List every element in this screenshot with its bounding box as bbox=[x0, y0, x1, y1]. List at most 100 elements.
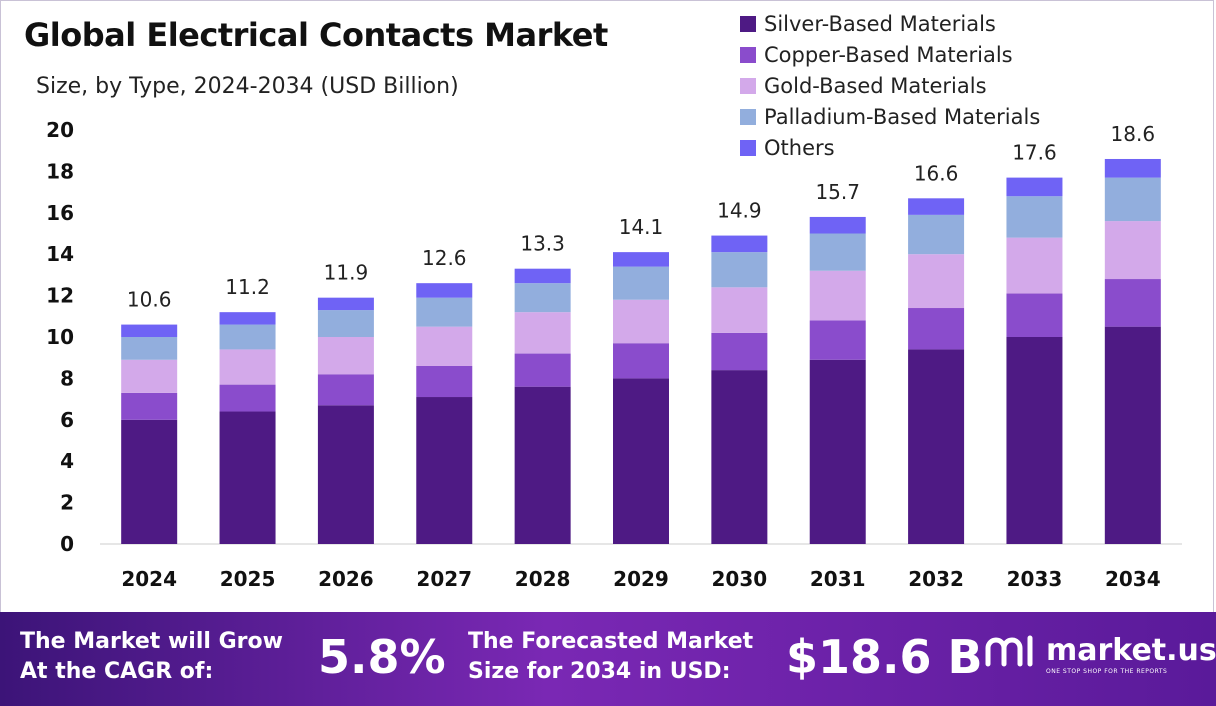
brand-logo: market.us ONE STOP SHOP FOR THE REPORTS bbox=[984, 633, 1216, 675]
legend-item: Silver-Based Materials bbox=[740, 8, 1040, 39]
y-tick-label: 20 bbox=[46, 118, 74, 142]
bar-segment-palladium-based-materials bbox=[219, 324, 276, 350]
y-tick-label: 18 bbox=[46, 159, 74, 183]
y-tick-label: 8 bbox=[60, 366, 74, 390]
bar-segment-gold-based-materials bbox=[514, 312, 571, 354]
chart-subtitle: Size, by Type, 2024-2034 (USD Billion) bbox=[36, 74, 459, 99]
bar-segment-gold-based-materials bbox=[1104, 221, 1161, 280]
bar-segment-silver-based-materials bbox=[1006, 337, 1063, 544]
bar-segment-copper-based-materials bbox=[317, 374, 374, 406]
bar-segment-silver-based-materials bbox=[317, 405, 374, 544]
bar-segment-others bbox=[416, 283, 473, 298]
bar-segment-silver-based-materials bbox=[1104, 326, 1161, 544]
brand-name: market.us bbox=[1046, 633, 1216, 668]
bar-segment-others bbox=[1104, 158, 1161, 178]
bar-segment-gold-based-materials bbox=[908, 254, 965, 309]
bar-total-label: 12.6 bbox=[422, 246, 467, 270]
y-tick-label: 6 bbox=[60, 408, 74, 432]
y-tick-label: 12 bbox=[46, 284, 74, 308]
bar-segment-others bbox=[317, 297, 374, 311]
bar-segment-copper-based-materials bbox=[809, 320, 866, 360]
bar-total-label: 11.9 bbox=[324, 261, 369, 285]
bar-total-label: 10.6 bbox=[127, 288, 172, 312]
legend-item: Gold-Based Materials bbox=[740, 70, 1040, 101]
bar-segment-palladium-based-materials bbox=[317, 310, 374, 337]
legend-item: Others bbox=[740, 132, 1040, 163]
bar-segment-silver-based-materials bbox=[711, 370, 768, 544]
bar-segment-copper-based-materials bbox=[219, 384, 276, 412]
bar-segment-silver-based-materials bbox=[121, 419, 178, 544]
bar-segment-copper-based-materials bbox=[1006, 293, 1063, 337]
x-tick-label: 2027 bbox=[416, 567, 472, 591]
bar-total-label: 15.7 bbox=[815, 180, 860, 204]
bar-total-label: 14.1 bbox=[619, 215, 664, 239]
forecast-label-line2: Size for 2034 in USD: bbox=[468, 659, 731, 684]
bar-segment-palladium-based-materials bbox=[711, 252, 768, 288]
bar-segment-copper-based-materials bbox=[711, 332, 768, 371]
bar-total-label: 18.6 bbox=[1111, 122, 1156, 146]
x-tick-label: 2024 bbox=[121, 567, 177, 591]
y-tick-label: 16 bbox=[46, 201, 74, 225]
bar-segment-copper-based-materials bbox=[121, 392, 178, 420]
forecast-label-line1: The Forecasted Market bbox=[468, 629, 754, 654]
bar-segment-copper-based-materials bbox=[613, 343, 669, 379]
brand-tagline: ONE STOP SHOP FOR THE REPORTS bbox=[1046, 668, 1168, 675]
bar-segment-gold-based-materials bbox=[219, 349, 276, 385]
bar-segment-palladium-based-materials bbox=[613, 266, 669, 300]
legend-item: Copper-Based Materials bbox=[740, 39, 1040, 70]
bar-segment-copper-based-materials bbox=[514, 353, 571, 387]
bar-segment-others bbox=[809, 216, 866, 234]
x-tick-label: 2030 bbox=[712, 567, 768, 591]
cagr-value: 5.8% bbox=[318, 630, 446, 684]
bar-segment-others bbox=[711, 235, 768, 253]
bar-segment-silver-based-materials bbox=[809, 359, 866, 544]
legend-swatch bbox=[740, 139, 756, 156]
bar-segment-gold-based-materials bbox=[416, 326, 473, 366]
legend-item: Palladium-Based Materials bbox=[740, 101, 1040, 132]
bar-segment-others bbox=[613, 252, 669, 267]
brand-mark-icon bbox=[985, 635, 1033, 667]
chart-title: Global Electrical Contacts Market bbox=[24, 16, 608, 54]
y-tick-label: 4 bbox=[60, 449, 74, 473]
x-tick-label: 2034 bbox=[1105, 567, 1161, 591]
bar-segment-palladium-based-materials bbox=[1104, 177, 1161, 222]
y-tick-label: 0 bbox=[60, 532, 74, 556]
legend-swatch bbox=[740, 77, 756, 94]
cagr-label-line1: The Market will Grow bbox=[20, 629, 283, 654]
bar-total-label: 16.6 bbox=[914, 161, 959, 185]
bar-segment-silver-based-materials bbox=[219, 411, 276, 544]
bar-segment-gold-based-materials bbox=[1006, 237, 1063, 294]
chart-legend: Silver-Based Materials Copper-Based Mater… bbox=[740, 8, 1040, 163]
summary-banner: The Market will Grow At the CAGR of: 5.8… bbox=[0, 612, 1216, 706]
legend-swatch bbox=[740, 15, 756, 32]
bar-total-label: 13.3 bbox=[520, 232, 565, 256]
bar-segment-copper-based-materials bbox=[1104, 279, 1161, 327]
bar-segment-silver-based-materials bbox=[416, 397, 473, 544]
bar-segment-gold-based-materials bbox=[121, 359, 178, 393]
bar-segment-silver-based-materials bbox=[514, 386, 571, 544]
x-tick-label: 2031 bbox=[810, 567, 866, 591]
bar-segment-gold-based-materials bbox=[317, 337, 374, 375]
bar-total-label: 11.2 bbox=[225, 275, 270, 299]
bar-segment-palladium-based-materials bbox=[514, 283, 571, 313]
x-tick-label: 2028 bbox=[515, 567, 571, 591]
bar-segment-gold-based-materials bbox=[711, 287, 768, 333]
bar-segment-gold-based-materials bbox=[613, 299, 669, 344]
bar-segment-palladium-based-materials bbox=[121, 337, 178, 360]
bar-segment-silver-based-materials bbox=[908, 349, 965, 544]
bar-segment-palladium-based-materials bbox=[416, 297, 473, 327]
x-tick-label: 2026 bbox=[318, 567, 374, 591]
bar-segment-copper-based-materials bbox=[416, 365, 473, 398]
legend-label: Others bbox=[764, 135, 835, 160]
bar-total-label: 17.6 bbox=[1012, 141, 1057, 165]
bar-segment-silver-based-materials bbox=[613, 378, 669, 544]
legend-label: Gold-Based Materials bbox=[764, 73, 987, 98]
bar-segment-palladium-based-materials bbox=[1006, 196, 1063, 238]
legend-swatch bbox=[740, 108, 756, 125]
bar-segment-copper-based-materials bbox=[908, 308, 965, 350]
bar-segment-others bbox=[514, 268, 571, 284]
y-tick-label: 10 bbox=[46, 325, 74, 349]
legend-swatch bbox=[740, 46, 756, 63]
bar-segment-palladium-based-materials bbox=[809, 233, 866, 271]
legend-label: Copper-Based Materials bbox=[764, 42, 1013, 67]
